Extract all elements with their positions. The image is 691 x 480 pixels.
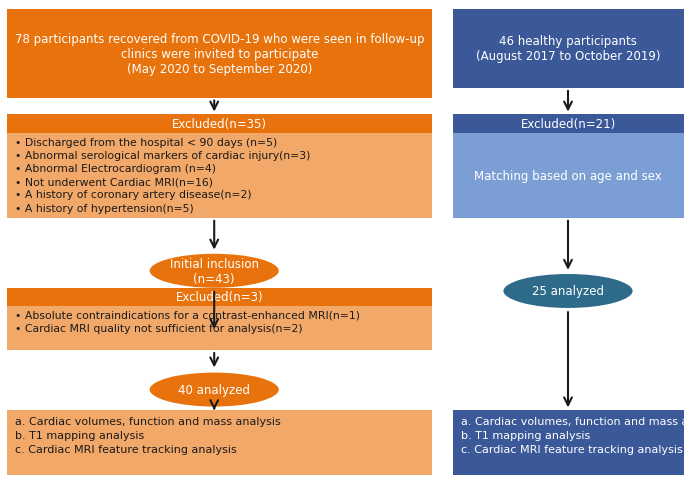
Text: 46 healthy participants
(August 2017 to October 2019): 46 healthy participants (August 2017 to … (476, 35, 661, 63)
FancyBboxPatch shape (7, 410, 432, 475)
FancyBboxPatch shape (453, 410, 684, 475)
FancyBboxPatch shape (7, 133, 432, 218)
Ellipse shape (149, 253, 280, 289)
Text: Excluded(n=3): Excluded(n=3) (176, 290, 263, 304)
Text: Matching based on age and sex: Matching based on age and sex (475, 169, 662, 182)
FancyBboxPatch shape (7, 288, 432, 306)
FancyBboxPatch shape (7, 306, 432, 350)
FancyBboxPatch shape (7, 115, 432, 133)
Text: • Absolute contraindications for a contrast-enhanced MRI(n=1)
• Cardiac MRI qual: • Absolute contraindications for a contr… (15, 310, 360, 333)
Ellipse shape (502, 274, 634, 310)
Text: 25 analyzed: 25 analyzed (532, 285, 604, 298)
FancyBboxPatch shape (453, 115, 684, 133)
Text: Excluded(n=21): Excluded(n=21) (521, 118, 616, 131)
Text: 40 analyzed: 40 analyzed (178, 383, 250, 396)
Text: 78 participants recovered from COVID-19 who were seen in follow-up
clinics were : 78 participants recovered from COVID-19 … (15, 33, 424, 75)
Ellipse shape (149, 372, 280, 408)
Text: Excluded(n=35): Excluded(n=35) (172, 118, 267, 131)
Text: Initial inclusion
(n=43): Initial inclusion (n=43) (170, 257, 258, 285)
FancyBboxPatch shape (453, 133, 684, 218)
FancyBboxPatch shape (7, 10, 432, 98)
FancyBboxPatch shape (453, 10, 684, 89)
Text: • Discharged from the hospital < 90 days (n=5)
• Abnormal serological markers of: • Discharged from the hospital < 90 days… (15, 137, 310, 213)
Text: a. Cardiac volumes, function and mass analysis
b. T1 mapping analysis
c. Cardiac: a. Cardiac volumes, function and mass an… (461, 416, 691, 454)
Text: a. Cardiac volumes, function and mass analysis
b. T1 mapping analysis
c. Cardiac: a. Cardiac volumes, function and mass an… (15, 416, 281, 454)
